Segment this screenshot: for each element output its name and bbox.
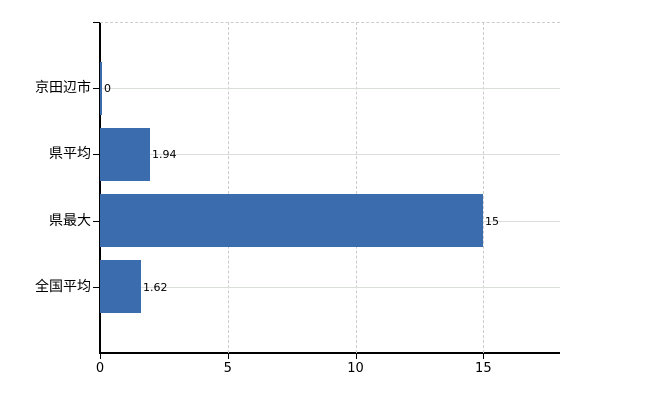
category-gridline: [100, 88, 560, 89]
category-label: 全国平均: [35, 279, 91, 295]
x-tick-label: 0: [95, 361, 105, 376]
bar-value-label: 15: [485, 215, 499, 228]
y-axis-tick: [93, 22, 100, 23]
bar: [100, 260, 141, 313]
y-axis-tick: [93, 154, 100, 155]
x-axis-tick: [355, 353, 357, 359]
category-gridline: [100, 287, 560, 288]
category-label: 県平均: [49, 146, 91, 162]
x-tick-label: 10: [347, 361, 364, 376]
bar-value-label: 1.94: [152, 148, 177, 161]
plot-top-gridline: [100, 22, 560, 23]
category-gridline: [100, 154, 560, 155]
x-axis-tick: [483, 353, 485, 359]
x-gridline: [355, 22, 357, 353]
x-tick-label: 15: [475, 361, 492, 376]
category-label: 京田辺市: [35, 80, 91, 96]
bar: [100, 194, 483, 247]
bar: [100, 128, 150, 181]
bar-value-label: 0: [104, 82, 111, 95]
x-axis-tick: [100, 353, 101, 359]
y-axis-line: [99, 22, 101, 353]
y-axis-tick: [93, 287, 100, 288]
bar: [100, 62, 102, 115]
x-axis-tick: [227, 353, 229, 359]
x-axis-line: [99, 352, 560, 354]
category-label: 県最大: [49, 213, 91, 229]
x-tick-label: 5: [223, 361, 232, 376]
y-axis-tick: [93, 221, 100, 222]
x-gridline: [227, 22, 229, 353]
bar-value-label: 1.62: [143, 281, 168, 294]
x-gridline: [483, 22, 485, 353]
y-axis-tick: [93, 88, 100, 89]
